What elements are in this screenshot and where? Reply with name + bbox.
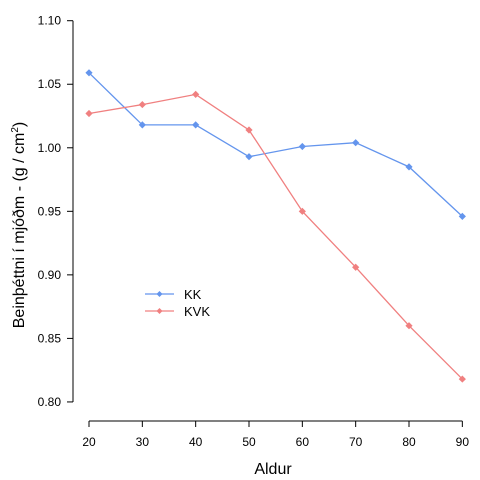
y-axis-title: Beinþéttni í mjóðm - (g / cm2)	[10, 122, 28, 329]
data-point	[192, 90, 200, 99]
x-axis-title: Aldur	[254, 461, 292, 478]
data-point	[245, 126, 253, 134]
data-point	[138, 100, 146, 109]
x-tick-label: 30	[136, 435, 150, 449]
y-axis-title-main: Beinþéttni í mjóðm - (g / cm	[11, 133, 28, 329]
x-tick-label: 40	[189, 435, 203, 449]
y-tick-label: 1.05	[38, 77, 62, 91]
data-point	[458, 375, 466, 383]
data-point	[85, 109, 93, 118]
data-point	[352, 139, 360, 147]
y-tick-label: 0.90	[38, 268, 62, 282]
legend-label: KK	[184, 287, 202, 302]
x-tick-label: 20	[82, 435, 96, 449]
data-point	[458, 212, 466, 221]
series-kk	[85, 69, 466, 221]
x-tick-label: 60	[296, 435, 310, 449]
legend-marker	[156, 291, 163, 297]
data-point	[298, 207, 306, 215]
legend-marker	[156, 308, 163, 314]
y-axis-title-close: )	[11, 122, 28, 127]
y-tick-label: 0.85	[38, 331, 62, 345]
legend-label: KVK	[184, 304, 210, 319]
x-tick-label: 50	[242, 435, 256, 449]
y-tick-label: 1.10	[38, 14, 62, 28]
data-point	[138, 121, 146, 129]
data-point	[405, 322, 413, 330]
x-tick-label: 80	[402, 435, 416, 449]
data-point	[352, 263, 360, 271]
y-axis-title-sup: 2	[10, 127, 21, 133]
data-point	[245, 153, 253, 161]
y-tick-label: 0.80	[38, 395, 62, 409]
x-tick-label: 70	[349, 435, 363, 449]
data-point	[85, 69, 93, 77]
x-tick-label: 90	[456, 435, 470, 449]
y-tick-label: 1.00	[38, 141, 62, 155]
legend: KK KVK	[145, 287, 210, 319]
data-point	[405, 163, 413, 171]
data-point	[192, 121, 200, 129]
series-kvk	[85, 90, 466, 383]
y-tick-label: 0.95	[38, 204, 62, 218]
series-line	[88, 72, 463, 217]
axes: 0.80 0.85 0.90 0.95 1.00 1.05 1.10 20 30 40 50 60 70…	[38, 14, 470, 449]
series-line	[88, 93, 463, 380]
data-point	[298, 142, 306, 151]
series-layer	[85, 69, 466, 383]
